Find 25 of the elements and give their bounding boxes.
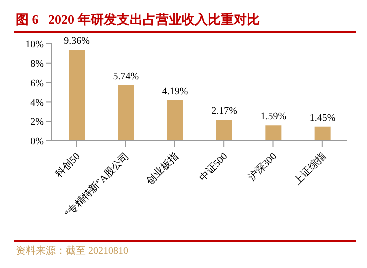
y-tick-label: 6% — [30, 78, 44, 90]
bar — [216, 120, 232, 141]
data-label: 2.17% — [212, 106, 238, 117]
y-tick-label: 10% — [26, 40, 44, 51]
data-label: 9.36% — [64, 36, 90, 48]
data-label: 5.74% — [113, 71, 140, 82]
data-label: 1.59% — [260, 112, 287, 123]
bar — [69, 50, 85, 141]
y-tick-label: 0% — [30, 136, 44, 148]
bar — [314, 126, 331, 141]
x-tick-label: 沪深300 — [246, 150, 280, 184]
text: 资料来源：截至 20210810 — [16, 244, 128, 258]
x-tick-label: 创业板指 — [144, 150, 182, 188]
chart-title: 图 6 2020 年研发支出占营业收入比重对比 — [16, 11, 260, 29]
x-tick-label: 中证500 — [196, 150, 230, 184]
bar — [118, 85, 134, 141]
y-tick-label: 4% — [30, 98, 44, 109]
bar — [167, 100, 184, 141]
y-tick-label: 8% — [30, 58, 44, 70]
x-tick-label: 科创50 — [53, 150, 83, 180]
bar — [266, 126, 282, 141]
x-tick-label: 上证综指 — [292, 150, 329, 188]
data-label: 4.19% — [162, 86, 188, 98]
y-tick-label: 2% — [30, 117, 44, 128]
data-label: 1.45% — [310, 112, 336, 124]
